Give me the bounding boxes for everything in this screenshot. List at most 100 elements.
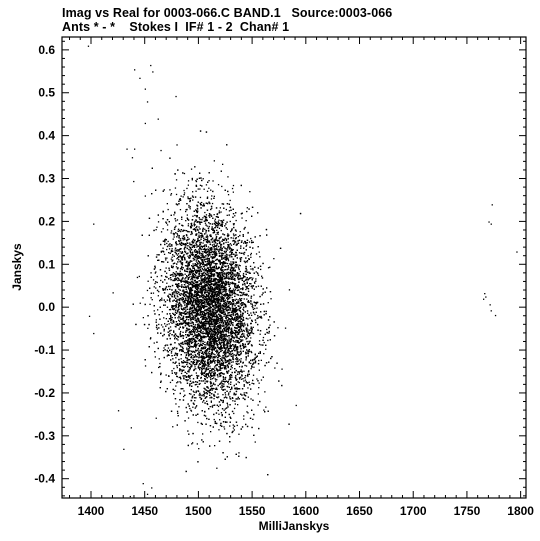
data-point (176, 144, 178, 146)
data-point (184, 375, 186, 377)
data-point (229, 302, 231, 304)
data-point (223, 282, 225, 284)
data-point (251, 382, 253, 384)
data-point (204, 368, 206, 370)
data-point (208, 257, 210, 260)
data-point (217, 405, 220, 408)
data-point (179, 332, 181, 334)
data-point (229, 220, 231, 223)
data-point (219, 363, 221, 365)
data-point (227, 235, 229, 238)
data-point (188, 345, 191, 347)
data-point (204, 318, 206, 321)
data-point (227, 176, 229, 178)
data-point (198, 234, 200, 236)
data-point (196, 297, 198, 299)
data-point (188, 206, 190, 208)
data-point (181, 365, 183, 368)
data-point (181, 251, 183, 253)
data-point (224, 394, 227, 396)
data-point (249, 191, 251, 193)
data-point (258, 369, 260, 371)
data-point (186, 347, 188, 349)
data-point (229, 263, 231, 265)
data-point (176, 376, 178, 378)
data-point (239, 323, 241, 325)
data-point (194, 356, 196, 358)
data-point (220, 292, 223, 295)
data-point (161, 261, 164, 263)
data-point (247, 255, 249, 257)
data-point (248, 373, 250, 375)
data-point (195, 334, 197, 336)
data-point (187, 266, 189, 268)
data-point (235, 298, 237, 300)
data-point (155, 271, 157, 273)
data-point (195, 303, 197, 305)
data-point (243, 303, 245, 305)
data-point (177, 285, 179, 287)
data-point (242, 272, 245, 275)
data-point (199, 253, 201, 255)
data-point (262, 336, 265, 339)
data-point (200, 355, 203, 357)
data-point (201, 201, 203, 204)
data-point (222, 285, 225, 287)
data-point (216, 247, 218, 249)
data-point (243, 292, 245, 294)
data-point (217, 326, 219, 329)
data-point (186, 295, 188, 297)
data-point (204, 220, 206, 222)
data-point (204, 344, 206, 346)
data-point (227, 371, 229, 373)
data-point (208, 187, 210, 189)
data-point (198, 364, 200, 366)
data-point (196, 376, 198, 378)
data-point (214, 304, 216, 306)
data-point (177, 243, 179, 246)
data-point (180, 261, 182, 263)
data-point (202, 272, 204, 274)
data-point (207, 334, 209, 337)
data-point (197, 290, 199, 292)
data-point (179, 285, 181, 287)
data-point (184, 300, 186, 302)
data-point (288, 289, 291, 291)
data-point (182, 277, 184, 280)
data-point (231, 294, 233, 296)
data-point (166, 272, 168, 274)
data-point (207, 288, 210, 290)
data-point (179, 255, 182, 258)
data-point (254, 313, 256, 316)
data-point (161, 297, 163, 299)
data-point (183, 237, 186, 239)
data-point (215, 306, 217, 308)
data-point (183, 341, 186, 343)
data-point (239, 328, 241, 330)
data-point (225, 208, 227, 211)
data-point (213, 230, 215, 233)
data-point (210, 431, 212, 433)
data-point (217, 356, 220, 358)
data-point (196, 262, 198, 264)
data-point (205, 232, 207, 234)
data-point (199, 240, 201, 242)
data-point (230, 275, 232, 277)
data-point (188, 339, 190, 341)
data-point (203, 390, 205, 393)
data-point (188, 291, 191, 293)
data-point (206, 334, 209, 336)
data-point (189, 318, 191, 320)
data-point (208, 258, 210, 260)
data-point (199, 264, 201, 267)
data-point (213, 377, 215, 379)
data-point (226, 340, 228, 342)
data-point (191, 195, 194, 197)
data-point (221, 185, 223, 188)
data-point (241, 288, 243, 290)
data-point (160, 279, 162, 282)
data-point (267, 339, 269, 342)
data-point (234, 289, 236, 291)
data-point (183, 189, 185, 192)
data-point (223, 373, 225, 375)
